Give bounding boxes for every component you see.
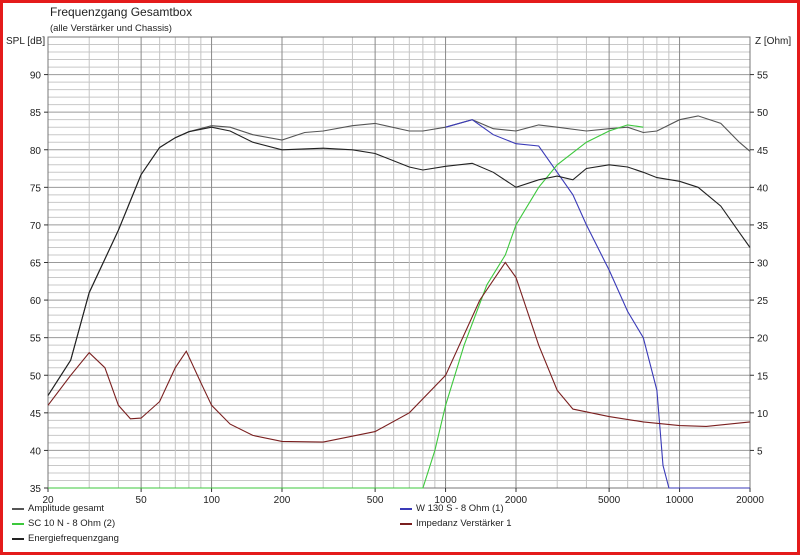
- legend-item: Energiefrequenzgang: [12, 533, 119, 544]
- y-tick-label: 40: [30, 446, 42, 457]
- x-tick-label: 20: [42, 495, 54, 506]
- y-tick-label: 45: [30, 409, 42, 420]
- y2-tick-label: 55: [757, 71, 769, 82]
- legend-swatch: [12, 522, 24, 525]
- y-tick-label: 60: [30, 296, 42, 307]
- legend-item: Amplitude gesamt: [12, 503, 104, 514]
- x-tick-label: 1000: [434, 495, 457, 506]
- y-tick-label: 35: [30, 484, 42, 495]
- y-tick-label: 55: [30, 334, 42, 345]
- x-tick-label: 10000: [666, 495, 694, 506]
- x-tick-label: 200: [274, 495, 291, 506]
- y2-tick-label: 45: [757, 146, 769, 157]
- legend-swatch: [400, 522, 412, 525]
- y2-tick-label: 5: [757, 446, 763, 457]
- x-tick-label: 500: [367, 495, 384, 506]
- y-tick-label: 70: [30, 221, 42, 232]
- chart-title: Frequenzgang Gesamtbox: [50, 5, 193, 19]
- legend-label: W 130 S - 8 Ohm (1): [416, 503, 504, 514]
- y2-tick-label: 20: [757, 334, 769, 345]
- legend-label: Impedanz Verstärker 1: [416, 518, 512, 529]
- legend-label: Energiefrequenzgang: [28, 533, 119, 544]
- legend-item: Impedanz Verstärker 1: [400, 518, 512, 529]
- x-tick-label: 50: [136, 495, 148, 506]
- legend-item: SC 10 N - 8 Ohm (2): [12, 518, 115, 529]
- chart-subtitle: (alle Verstärker und Chassis): [50, 23, 172, 34]
- x-tick-label: 100: [203, 495, 220, 506]
- x-tick-label: 5000: [598, 495, 621, 506]
- y-tick-label: 75: [30, 183, 42, 194]
- x-tick-label: 20000: [736, 495, 764, 506]
- y2-tick-label: 25: [757, 296, 769, 307]
- y-tick-label: 65: [30, 259, 42, 270]
- y-tick-label: 50: [30, 371, 42, 382]
- y-tick-label: 85: [30, 108, 42, 119]
- series-line-energiefrequenzgang: [47, 126, 751, 396]
- y2-axis-label: Z [Ohm]: [755, 36, 792, 47]
- series-line-amplitude-gesamt: [47, 115, 751, 396]
- y2-tick-label: 30: [757, 259, 769, 270]
- series-line-impedanz-verst-rker-1: [47, 261, 751, 443]
- legend-swatch: [12, 507, 24, 510]
- y2-tick-label: 35: [757, 221, 769, 232]
- series-line-w-130-s-8-ohm-1-: [445, 119, 750, 489]
- legend-swatch: [400, 507, 412, 510]
- x-tick-label: 2000: [505, 495, 528, 506]
- series-line-sc-10-n-8-ohm-2-: [48, 124, 644, 489]
- y-axis-label: SPL [dB]: [6, 36, 46, 47]
- legend-item: W 130 S - 8 Ohm (1): [400, 503, 504, 514]
- y2-tick-label: 15: [757, 371, 769, 382]
- y-tick-label: 80: [30, 146, 42, 157]
- legend-label: Amplitude gesamt: [28, 503, 105, 514]
- legend-swatch: [12, 537, 24, 540]
- y-tick-label: 90: [30, 71, 42, 82]
- y2-tick-label: 40: [757, 183, 769, 194]
- y2-tick-label: 50: [757, 108, 769, 119]
- legend-label: SC 10 N - 8 Ohm (2): [28, 518, 116, 529]
- y2-tick-label: 10: [757, 409, 769, 420]
